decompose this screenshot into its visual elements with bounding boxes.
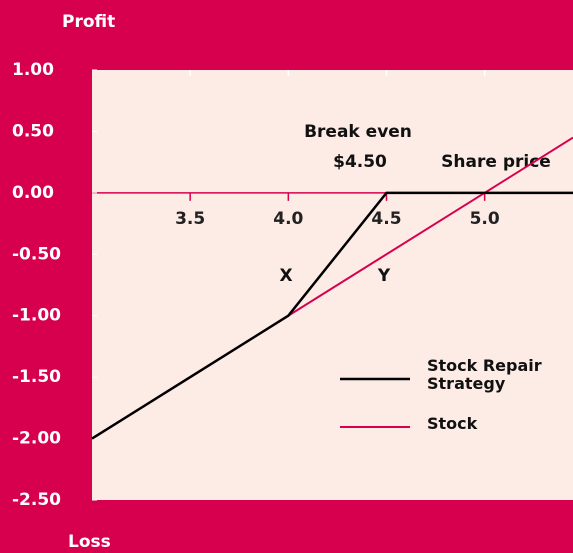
y-tick-label: 0.50 [12,121,54,141]
y-tick-label: -2.00 [12,429,61,449]
y-tick-label: 0.00 [12,183,54,203]
legend-label: Stock Repair Strategy [427,356,542,393]
y-tick-label: -2.50 [12,490,61,510]
annotation: Break even [304,122,412,142]
annotation: Share price [441,152,551,172]
y-tick-label: 1.00 [12,60,54,80]
plot-area [92,70,573,500]
x-tick-label: 5.0 [470,209,500,229]
x-tick-label: 4.0 [273,209,303,229]
x-tick-label: 3.5 [175,209,205,229]
annotation: X [279,266,292,286]
annotation: Y [377,266,391,286]
y-tick-label: -1.50 [12,367,61,387]
axis-label-bottom: Loss [68,532,111,552]
x-tick-label: 4.5 [371,209,401,229]
axis-label-top: Profit [62,12,115,32]
series-line [91,191,573,440]
y-tick-label: -1.00 [12,306,61,326]
annotation: $4.50 [333,152,387,172]
y-tick-label: -0.50 [12,244,61,264]
legend-label: Stock [427,414,478,433]
